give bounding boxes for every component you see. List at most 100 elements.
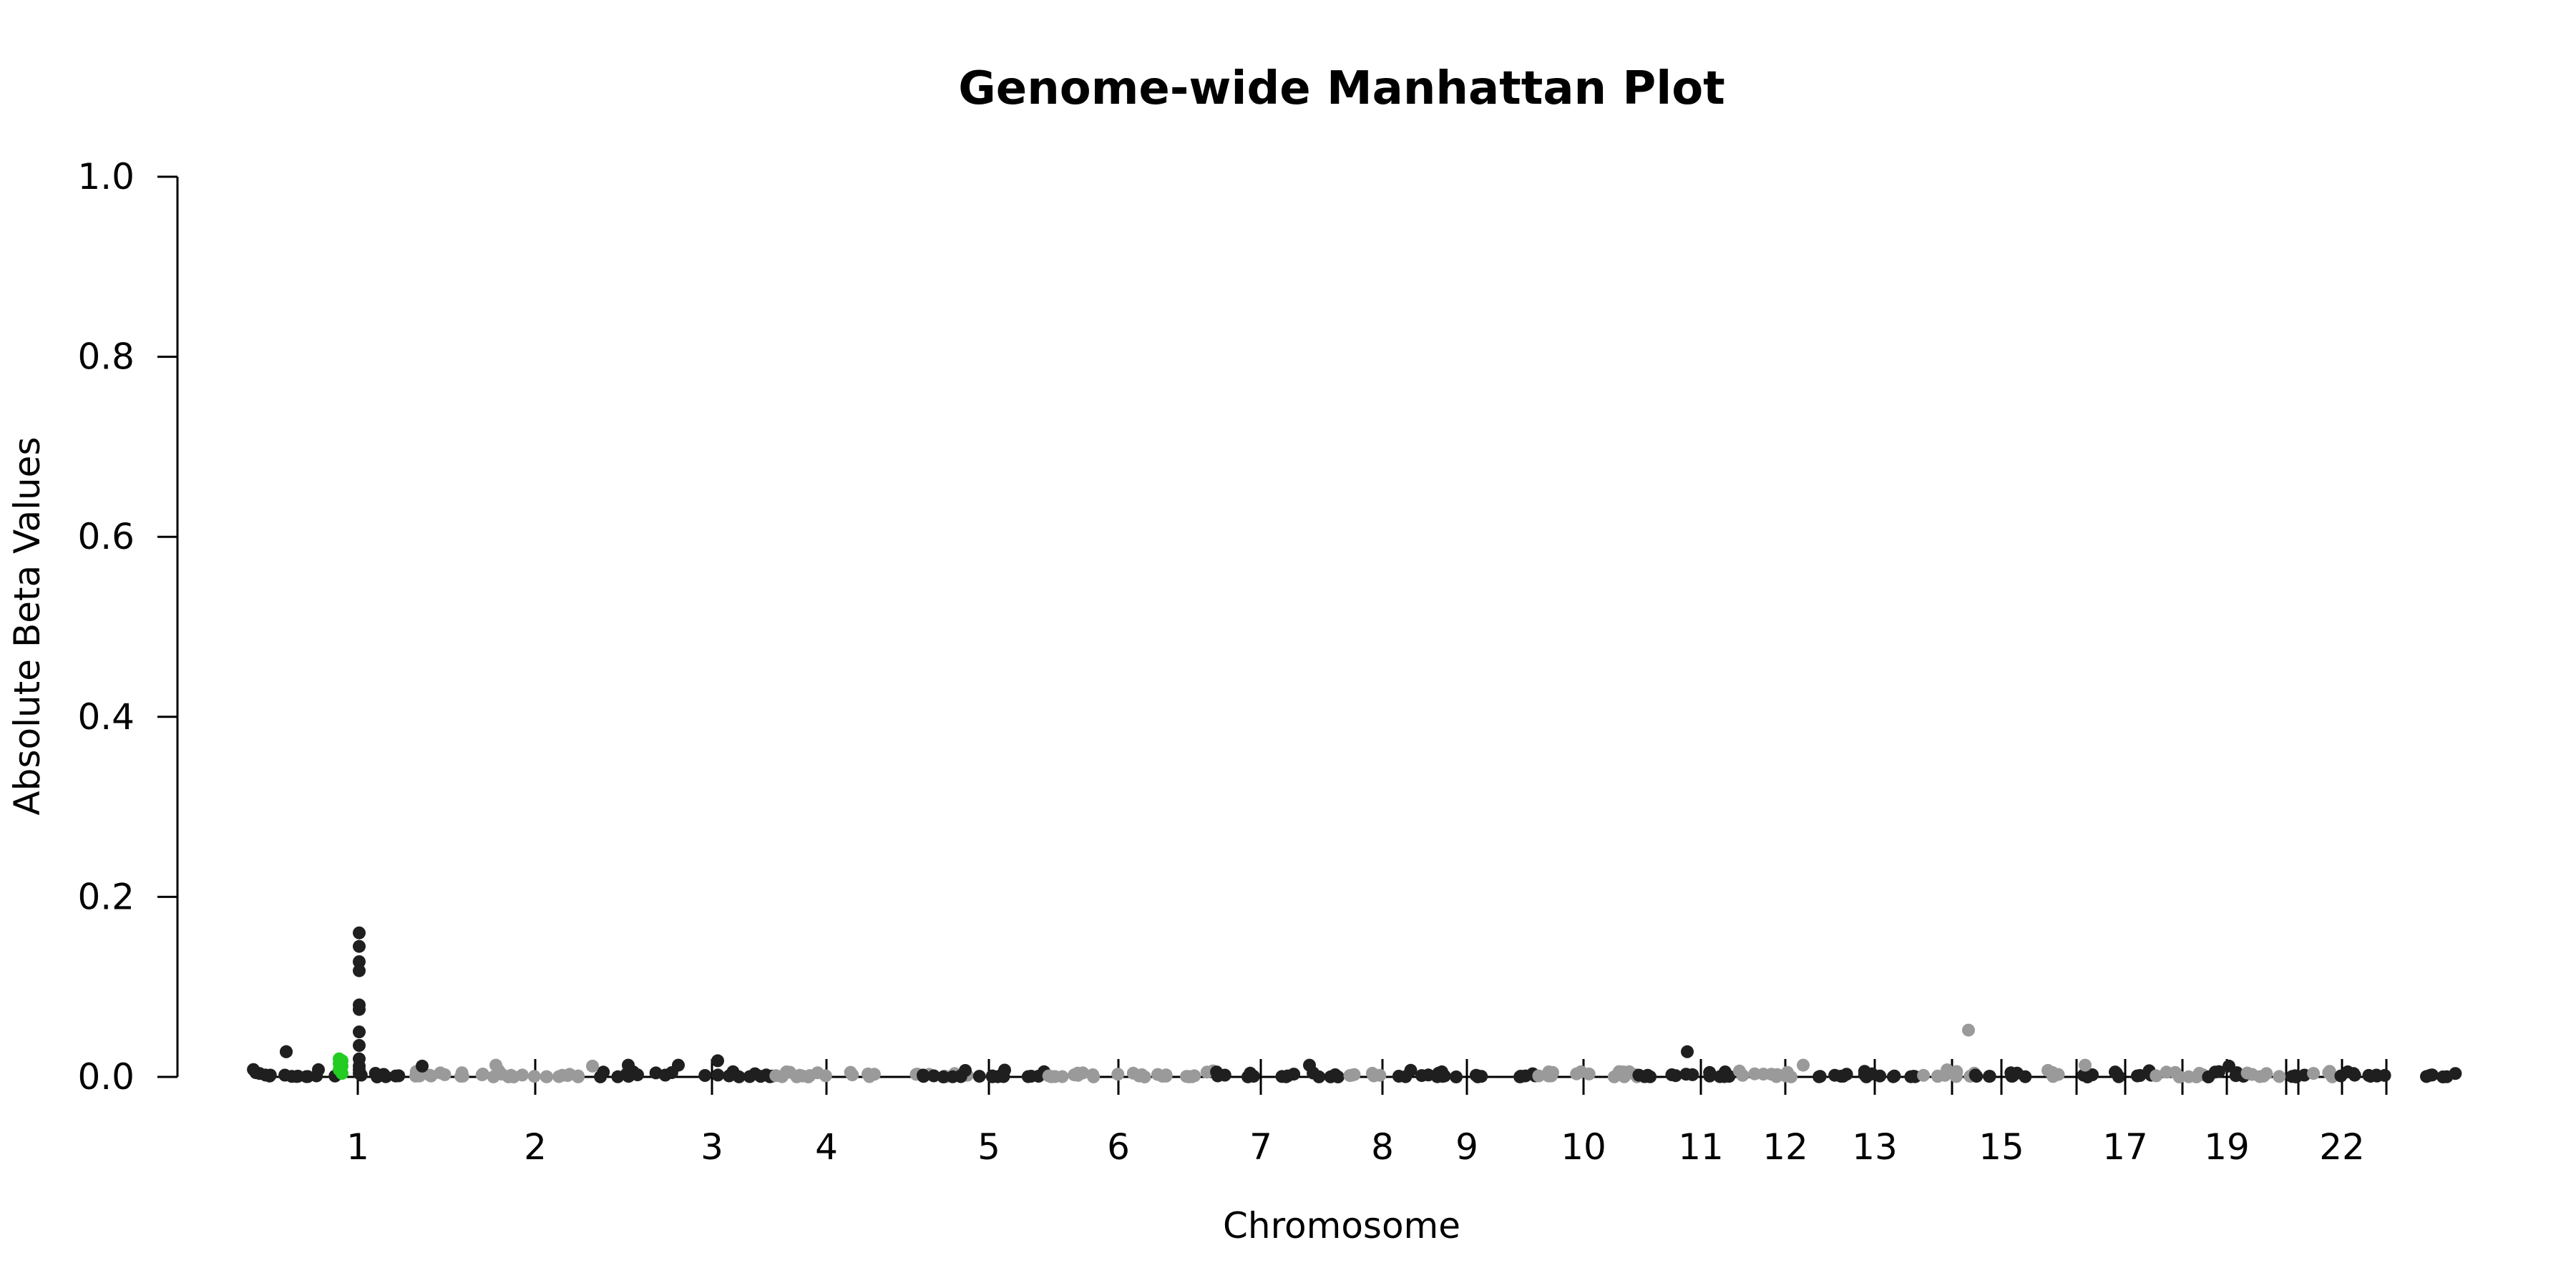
data-point [844, 1065, 857, 1079]
data-point [1312, 1070, 1326, 1083]
data-point [631, 1068, 644, 1082]
data-point [1917, 1068, 1931, 1082]
data-point [743, 1070, 756, 1083]
data-point [1983, 1070, 1996, 1083]
data-point [353, 955, 366, 968]
y-tick-label: 1.0 [77, 156, 135, 197]
chart-title: Genome-wide Manhattan Plot [958, 62, 1725, 115]
x-tick-label: 22 [2319, 1126, 2365, 1168]
data-point [353, 1002, 366, 1016]
data-point [1399, 1070, 1413, 1083]
data-point [2347, 1067, 2361, 1080]
data-point [2190, 1070, 2203, 1083]
data-point [353, 1039, 366, 1052]
data-point [1962, 1023, 1975, 1037]
data-point [1180, 1070, 1194, 1083]
data-point [1836, 1070, 1850, 1083]
data-point [1813, 1070, 1827, 1083]
x-tick-label: 13 [1852, 1126, 1898, 1168]
data-point [622, 1058, 635, 1072]
data-point [1532, 1069, 1546, 1083]
y-tick-label: 0.0 [77, 1056, 135, 1098]
data-point [1518, 1069, 1532, 1083]
data-point [754, 1070, 767, 1083]
data-point [423, 1068, 436, 1082]
data-point [353, 1025, 366, 1039]
data-point [561, 1069, 575, 1083]
data-point [2240, 1066, 2254, 1080]
data-point [1032, 1070, 1045, 1083]
data-point [1111, 1068, 1125, 1081]
data-point [2046, 1065, 2059, 1079]
x-tick-label: 12 [1762, 1126, 1808, 1168]
data-point [416, 1059, 429, 1073]
data-point [278, 1068, 292, 1082]
data-point [698, 1069, 712, 1082]
data-point [722, 1069, 736, 1083]
data-point [540, 1070, 553, 1083]
data-point [527, 1070, 541, 1083]
data-point [937, 1070, 950, 1083]
data-point [456, 1069, 469, 1083]
data-point [954, 1070, 967, 1083]
data-point [259, 1068, 273, 1082]
data-point [1241, 1070, 1254, 1083]
data-point [2109, 1065, 2122, 1079]
data-point [1757, 1068, 1770, 1081]
y-axis-label: Absolute Beta Values [6, 437, 48, 816]
data-point [2150, 1069, 2163, 1083]
data-point [1303, 1058, 1316, 1072]
data-point [2079, 1058, 2092, 1072]
data-point [672, 1058, 685, 1072]
data-point [2168, 1065, 2182, 1079]
data-point [1681, 1045, 1694, 1058]
x-tick-label: 2 [524, 1126, 547, 1168]
data-point [1941, 1063, 1954, 1077]
data-point [2323, 1065, 2336, 1078]
y-tick-label: 0.2 [77, 876, 135, 917]
data-point [1200, 1065, 1214, 1079]
data-point [369, 1067, 382, 1080]
data-point [353, 940, 366, 953]
data-point [475, 1068, 489, 1082]
data-point [1970, 1070, 1984, 1083]
data-point [1086, 1068, 1100, 1081]
data-point [1545, 1069, 1558, 1083]
data-point [1328, 1068, 1342, 1081]
data-point [2208, 1065, 2222, 1079]
data-point [353, 926, 366, 940]
data-point [336, 1067, 348, 1080]
data-point [972, 1070, 986, 1083]
data-point [1469, 1068, 1483, 1082]
data-point [2223, 1059, 2235, 1073]
data-point [867, 1068, 881, 1081]
data-point [783, 1065, 796, 1079]
data-point [489, 1058, 502, 1072]
data-point [2081, 1070, 2094, 1083]
data-point [2131, 1069, 2144, 1083]
data-point [1797, 1058, 1810, 1072]
data-point [2370, 1068, 2384, 1082]
data-point [1679, 1068, 1693, 1081]
x-tick-label: 1 [346, 1126, 369, 1168]
y-axis: 0.0 0.2 0.4 0.6 0.8 1.0 [77, 156, 179, 1098]
data-point [2307, 1067, 2321, 1080]
data-point [1703, 1065, 1717, 1079]
data-point [993, 1069, 1007, 1083]
x-axis-label: Chromosome [1223, 1205, 1460, 1246]
x-tick-label: 4 [815, 1126, 838, 1168]
y-tick-label: 0.6 [77, 516, 135, 557]
data-point [290, 1070, 303, 1083]
data-point [1665, 1068, 1679, 1081]
data-point [1438, 1069, 1451, 1083]
data-point [1126, 1066, 1140, 1080]
x-tick-label: 10 [1561, 1126, 1606, 1168]
x-tick-label: 9 [1455, 1126, 1478, 1168]
x-tick-label: 15 [1979, 1126, 2024, 1168]
data-point [2257, 1069, 2270, 1083]
data-point [927, 1069, 940, 1083]
data-point [2229, 1069, 2243, 1083]
y-tick-label: 0.8 [77, 336, 135, 378]
data-point [1151, 1068, 1164, 1081]
